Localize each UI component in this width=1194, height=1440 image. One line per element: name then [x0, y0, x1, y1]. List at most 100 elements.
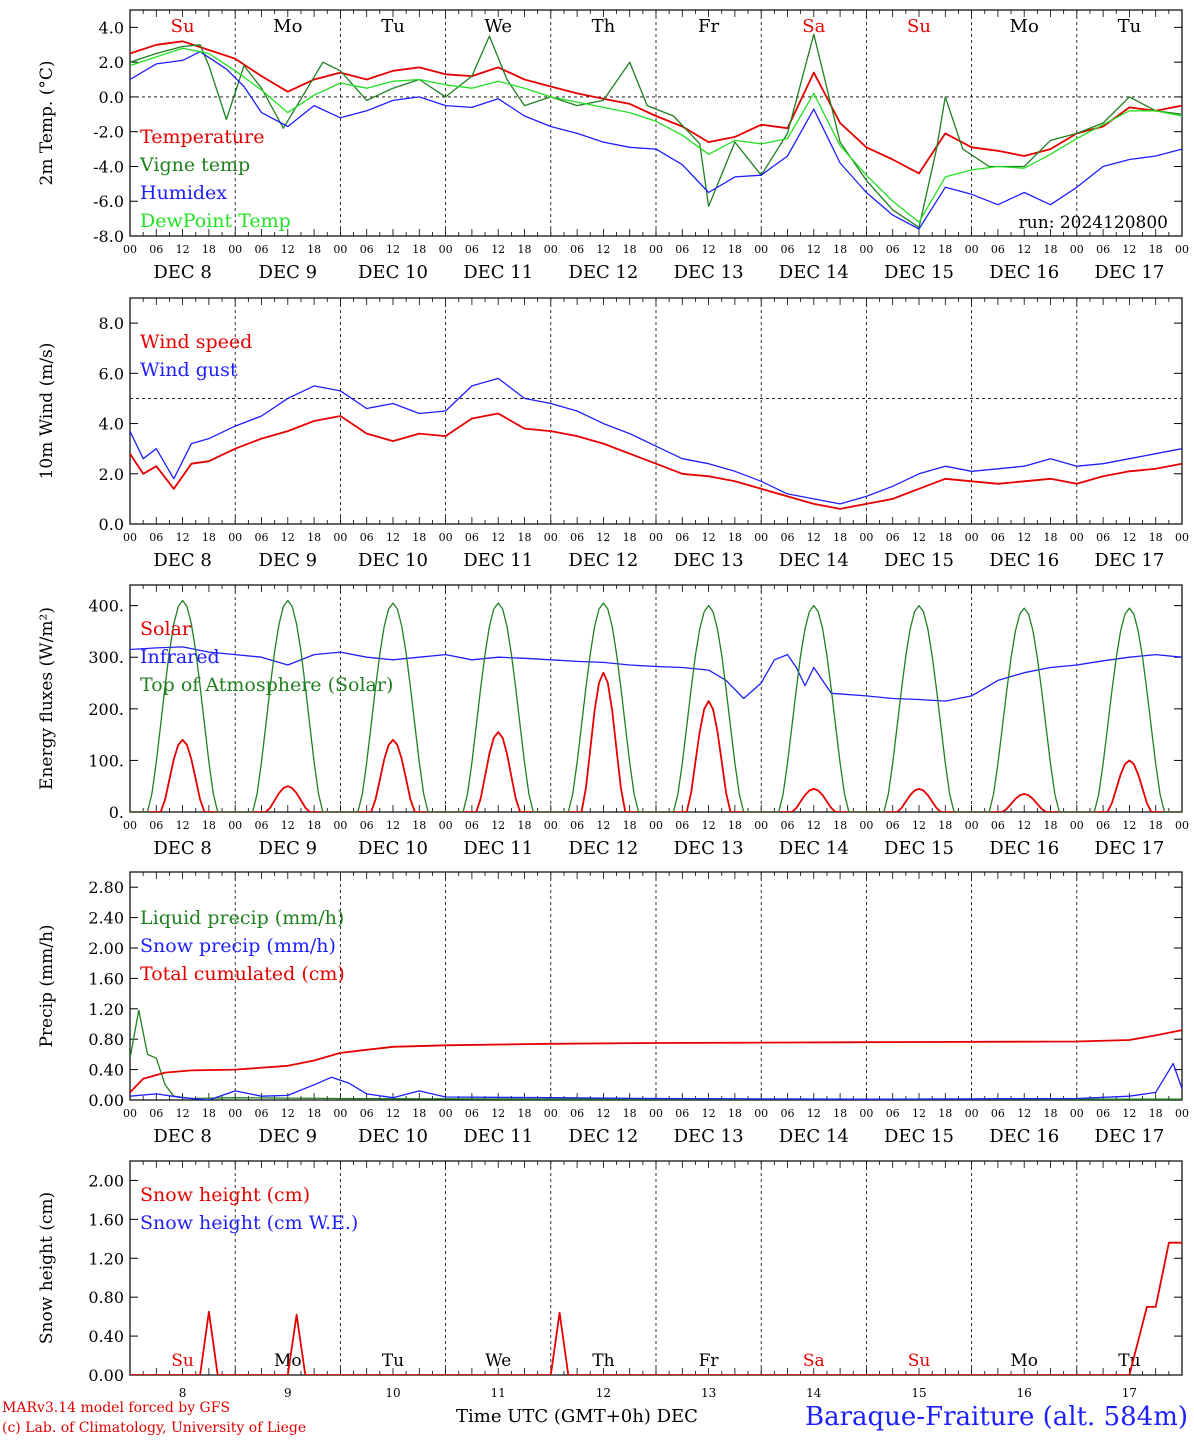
legend-entry: Liquid precip (mm/h)	[140, 907, 344, 929]
date-label: DEC 15	[884, 1126, 954, 1147]
hour-label: 12	[1017, 531, 1031, 544]
hour-label: 12	[702, 243, 716, 256]
weekday-label: Mo	[273, 16, 302, 37]
hour-label: 06	[886, 243, 900, 256]
date-label: DEC 10	[358, 838, 428, 859]
hour-label: 06	[360, 531, 374, 544]
hour-label: 12	[912, 531, 926, 544]
day-number-label: 16	[1017, 1386, 1032, 1400]
y-tick-label: 6.0	[99, 364, 124, 383]
hour-label: 12	[702, 819, 716, 832]
weekday-label: Su	[908, 1351, 931, 1371]
y-axis-label: Snow height (cm)	[37, 1192, 57, 1344]
hour-label: 12	[386, 531, 400, 544]
date-label: DEC 17	[1094, 262, 1164, 283]
hour-label: 12	[176, 1107, 190, 1120]
legend-entry: Snow precip (mm/h)	[140, 935, 336, 957]
weekday-label: Su	[907, 16, 931, 37]
hour-label: 06	[255, 1107, 269, 1120]
hour-label: 06	[781, 1107, 795, 1120]
hour-label: 18	[307, 243, 321, 256]
hour-label: 18	[1149, 243, 1163, 256]
date-label: DEC 14	[779, 838, 849, 859]
day-number-label: 14	[806, 1386, 822, 1400]
y-tick-label: 8.0	[99, 314, 124, 333]
series-line	[130, 51, 1182, 230]
hour-label: 00	[544, 531, 558, 544]
hour-label: 06	[465, 1107, 479, 1120]
legend-entry: DewPoint Temp	[140, 210, 291, 232]
hour-label: 18	[623, 1107, 637, 1120]
day-number-label: 15	[911, 1386, 926, 1400]
hour-label: 00	[1175, 1107, 1189, 1120]
hour-label: 18	[202, 819, 216, 832]
legend-entry: Temperature	[140, 126, 264, 148]
date-label: DEC 17	[1094, 550, 1164, 571]
y-tick-label: -6.0	[93, 192, 124, 211]
weekday-label: Mo	[1010, 16, 1039, 37]
date-label: DEC 13	[674, 838, 744, 859]
day-number-label: 9	[284, 1386, 292, 1400]
y-tick-label: -2.0	[93, 123, 124, 142]
hour-label: 12	[596, 1107, 610, 1120]
weekday-label: Su	[171, 1351, 194, 1371]
hour-label: 00	[333, 1107, 347, 1120]
weekday-label: Su	[171, 16, 195, 37]
hour-label: 12	[281, 531, 295, 544]
panel-4: 0.00 0.40 0.80 1.20 1.60 2.00 2.40 2.80 Precip (…	[37, 871, 1189, 1147]
hour-label: 00	[228, 243, 242, 256]
legend-entry: Wind gust	[140, 359, 238, 381]
hour-label: 18	[412, 1107, 426, 1120]
day-number-label: 12	[596, 1386, 611, 1400]
y-tick-label: 0.	[109, 803, 124, 822]
hour-label: 00	[439, 531, 453, 544]
hour-label: 18	[1044, 819, 1058, 832]
hour-label: 18	[1149, 531, 1163, 544]
series-line	[130, 1009, 1182, 1100]
hour-label: 18	[938, 819, 952, 832]
hour-label: 12	[176, 819, 190, 832]
hour-label: 06	[1096, 1107, 1110, 1120]
hour-label: 06	[149, 243, 163, 256]
date-label: DEC 12	[568, 1126, 638, 1147]
legend-entry: Snow height (cm W.E.)	[140, 1212, 358, 1234]
y-tick-label: -8.0	[93, 227, 124, 246]
hour-label: 06	[991, 531, 1005, 544]
hour-label: 18	[1044, 243, 1058, 256]
hour-label: 06	[781, 243, 795, 256]
hour-label: 12	[807, 1107, 821, 1120]
hour-label: 18	[833, 243, 847, 256]
hour-label: 00	[1175, 819, 1189, 832]
weekday-label: We	[484, 16, 512, 37]
day-number-label: 8	[179, 1386, 187, 1400]
hour-label: 00	[439, 1107, 453, 1120]
date-label: DEC 11	[463, 838, 533, 859]
y-tick-label: 400.	[88, 597, 124, 616]
date-label: DEC 14	[779, 550, 849, 571]
date-label: DEC 8	[153, 1126, 212, 1147]
hour-label: 18	[833, 1107, 847, 1120]
date-label: DEC 16	[989, 262, 1059, 283]
y-tick-label: 2.00	[88, 939, 124, 958]
hour-label: 12	[1122, 531, 1136, 544]
hour-label: 18	[623, 243, 637, 256]
weekday-label: Fr	[698, 16, 719, 37]
hour-label: 06	[570, 531, 584, 544]
hour-label: 18	[833, 819, 847, 832]
y-tick-label: 0.40	[88, 1061, 124, 1080]
hour-label: 12	[807, 819, 821, 832]
hour-label: 12	[176, 531, 190, 544]
hour-label: 00	[754, 819, 768, 832]
y-tick-label: 2.80	[88, 878, 124, 897]
date-label: DEC 9	[259, 838, 318, 859]
hour-label: 12	[386, 1107, 400, 1120]
date-label: DEC 16	[989, 1126, 1059, 1147]
legend-entry: Humidex	[140, 182, 227, 204]
hour-label: 12	[596, 243, 610, 256]
hour-label: 06	[991, 243, 1005, 256]
hour-label: 00	[439, 819, 453, 832]
hour-label: 06	[1096, 531, 1110, 544]
date-label: DEC 12	[568, 838, 638, 859]
hour-label: 00	[649, 531, 663, 544]
series-line	[130, 40, 1182, 175]
